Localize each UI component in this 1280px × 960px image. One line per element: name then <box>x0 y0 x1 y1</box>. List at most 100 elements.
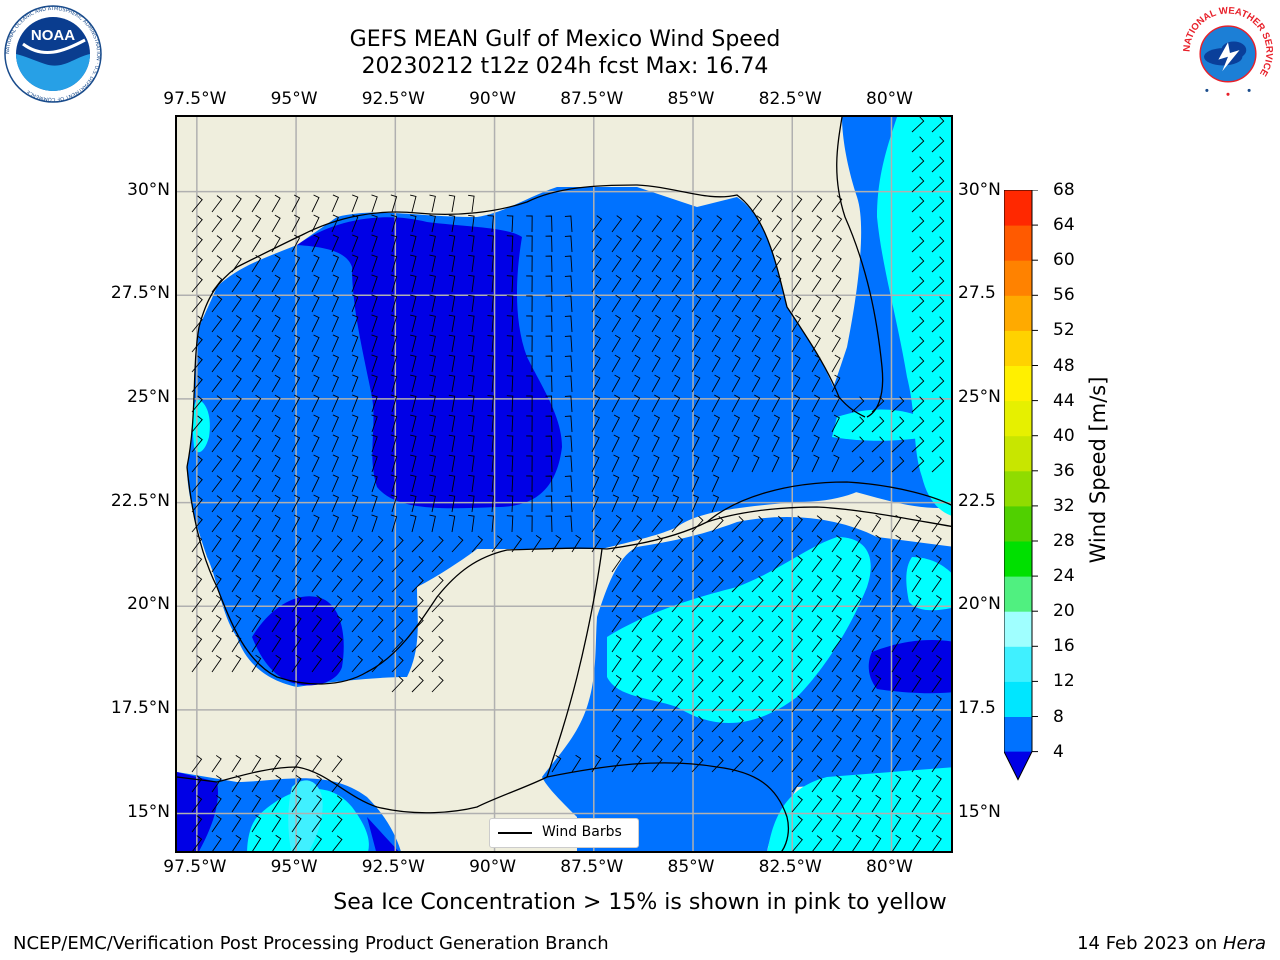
lat-tick-left: 20°N <box>127 594 170 615</box>
wind-barb <box>410 354 417 373</box>
wind-barb <box>211 375 223 393</box>
wind-barb <box>391 675 404 693</box>
wind-barb <box>251 554 262 573</box>
lon-tick-bottom: 92.5°W <box>361 857 425 877</box>
wind-barb <box>671 294 682 313</box>
wind-barb <box>545 315 553 333</box>
wind-barb <box>751 454 760 473</box>
wind-barb <box>911 674 922 693</box>
wind-barb <box>251 494 262 513</box>
wind-barb <box>551 754 562 773</box>
wind-barb <box>671 615 684 633</box>
wind-barb <box>311 494 320 513</box>
wind-barb <box>191 195 203 213</box>
wind-barb <box>251 634 262 653</box>
wind-barb <box>526 315 533 333</box>
wind-barb <box>471 535 484 553</box>
wind-barb <box>431 675 444 693</box>
wind-barb <box>231 255 242 273</box>
wind-barb <box>371 414 378 433</box>
wind-barb <box>771 715 784 733</box>
wind-barb <box>271 294 281 313</box>
wind-barb <box>390 194 398 213</box>
lon-tick-bottom: 90°W <box>469 857 517 877</box>
gulf-of-mexico-map <box>177 117 951 851</box>
wind-barb <box>545 515 553 533</box>
wind-barb <box>448 514 456 533</box>
wind-barb <box>271 194 281 213</box>
wind-barb <box>711 215 723 233</box>
wind-barb <box>231 315 242 333</box>
wind-barb <box>564 475 573 493</box>
wind-barb <box>191 555 203 573</box>
wind-barb <box>631 274 642 293</box>
wind-barb <box>851 396 865 413</box>
wind-barb <box>591 374 601 393</box>
wind-barb <box>211 435 223 453</box>
wind-barb <box>771 274 782 293</box>
wind-barb <box>651 434 660 453</box>
wind-barb <box>611 334 621 353</box>
wind-barb <box>431 655 444 673</box>
wind-barb <box>611 715 622 733</box>
wind-barb <box>390 274 398 293</box>
wind-barb <box>691 235 702 253</box>
wind-barb <box>211 615 222 633</box>
wind-barb <box>564 495 573 513</box>
wind-barb <box>564 375 573 393</box>
wind-barb <box>931 456 945 473</box>
wind-barb <box>448 314 456 333</box>
wind-barb <box>771 454 780 473</box>
colorbar-tick: 44 <box>1053 390 1075 411</box>
wind-barb <box>851 754 862 773</box>
wind-barb <box>331 254 339 273</box>
colorbar-bin <box>1004 716 1032 753</box>
wind-barb <box>351 434 359 453</box>
wind-barb <box>331 454 339 473</box>
wind-barb <box>831 575 842 593</box>
wind-barb <box>448 454 456 473</box>
wind-barb <box>691 215 703 233</box>
wind-barb <box>410 234 417 253</box>
wind-barb <box>611 255 622 273</box>
wind-barb <box>331 815 343 833</box>
wind-barb <box>631 515 643 533</box>
wind-barb <box>771 414 780 433</box>
wind-barb <box>711 434 720 453</box>
wind-barb <box>791 595 803 613</box>
wind-barb <box>691 755 704 773</box>
wind-barb <box>911 356 925 373</box>
wind-barb <box>691 695 704 713</box>
wind-barb <box>851 654 862 673</box>
wind-barb <box>851 734 862 753</box>
wind-barb <box>691 294 702 313</box>
wind-barb <box>731 394 741 413</box>
wind-barb <box>371 575 384 593</box>
wind-barb <box>731 414 740 433</box>
wind-barb <box>231 754 242 773</box>
wind-barb <box>791 434 800 453</box>
wind-barb <box>331 234 339 253</box>
wind-barb <box>731 696 744 713</box>
wind-barb <box>211 655 222 673</box>
wind-barb <box>811 755 823 773</box>
wind-barb <box>751 235 762 253</box>
wind-barb <box>231 475 242 493</box>
wind-barb <box>711 255 722 273</box>
wind-barb <box>411 536 424 553</box>
wind-barb <box>251 614 262 633</box>
wind-barb <box>291 514 301 533</box>
wind-barb <box>251 434 262 453</box>
wind-barb <box>526 395 533 413</box>
wind-barb <box>911 396 925 413</box>
wind-barb <box>251 314 262 333</box>
wind-barb <box>671 715 684 733</box>
wind-barb <box>831 815 842 833</box>
wind-barb <box>371 314 378 333</box>
wind-barb <box>291 274 301 293</box>
wind-barb <box>391 555 404 573</box>
wind-barb <box>911 436 925 453</box>
wind-barb <box>811 735 823 753</box>
wind-barb <box>831 715 842 733</box>
wind-barb <box>191 375 203 393</box>
